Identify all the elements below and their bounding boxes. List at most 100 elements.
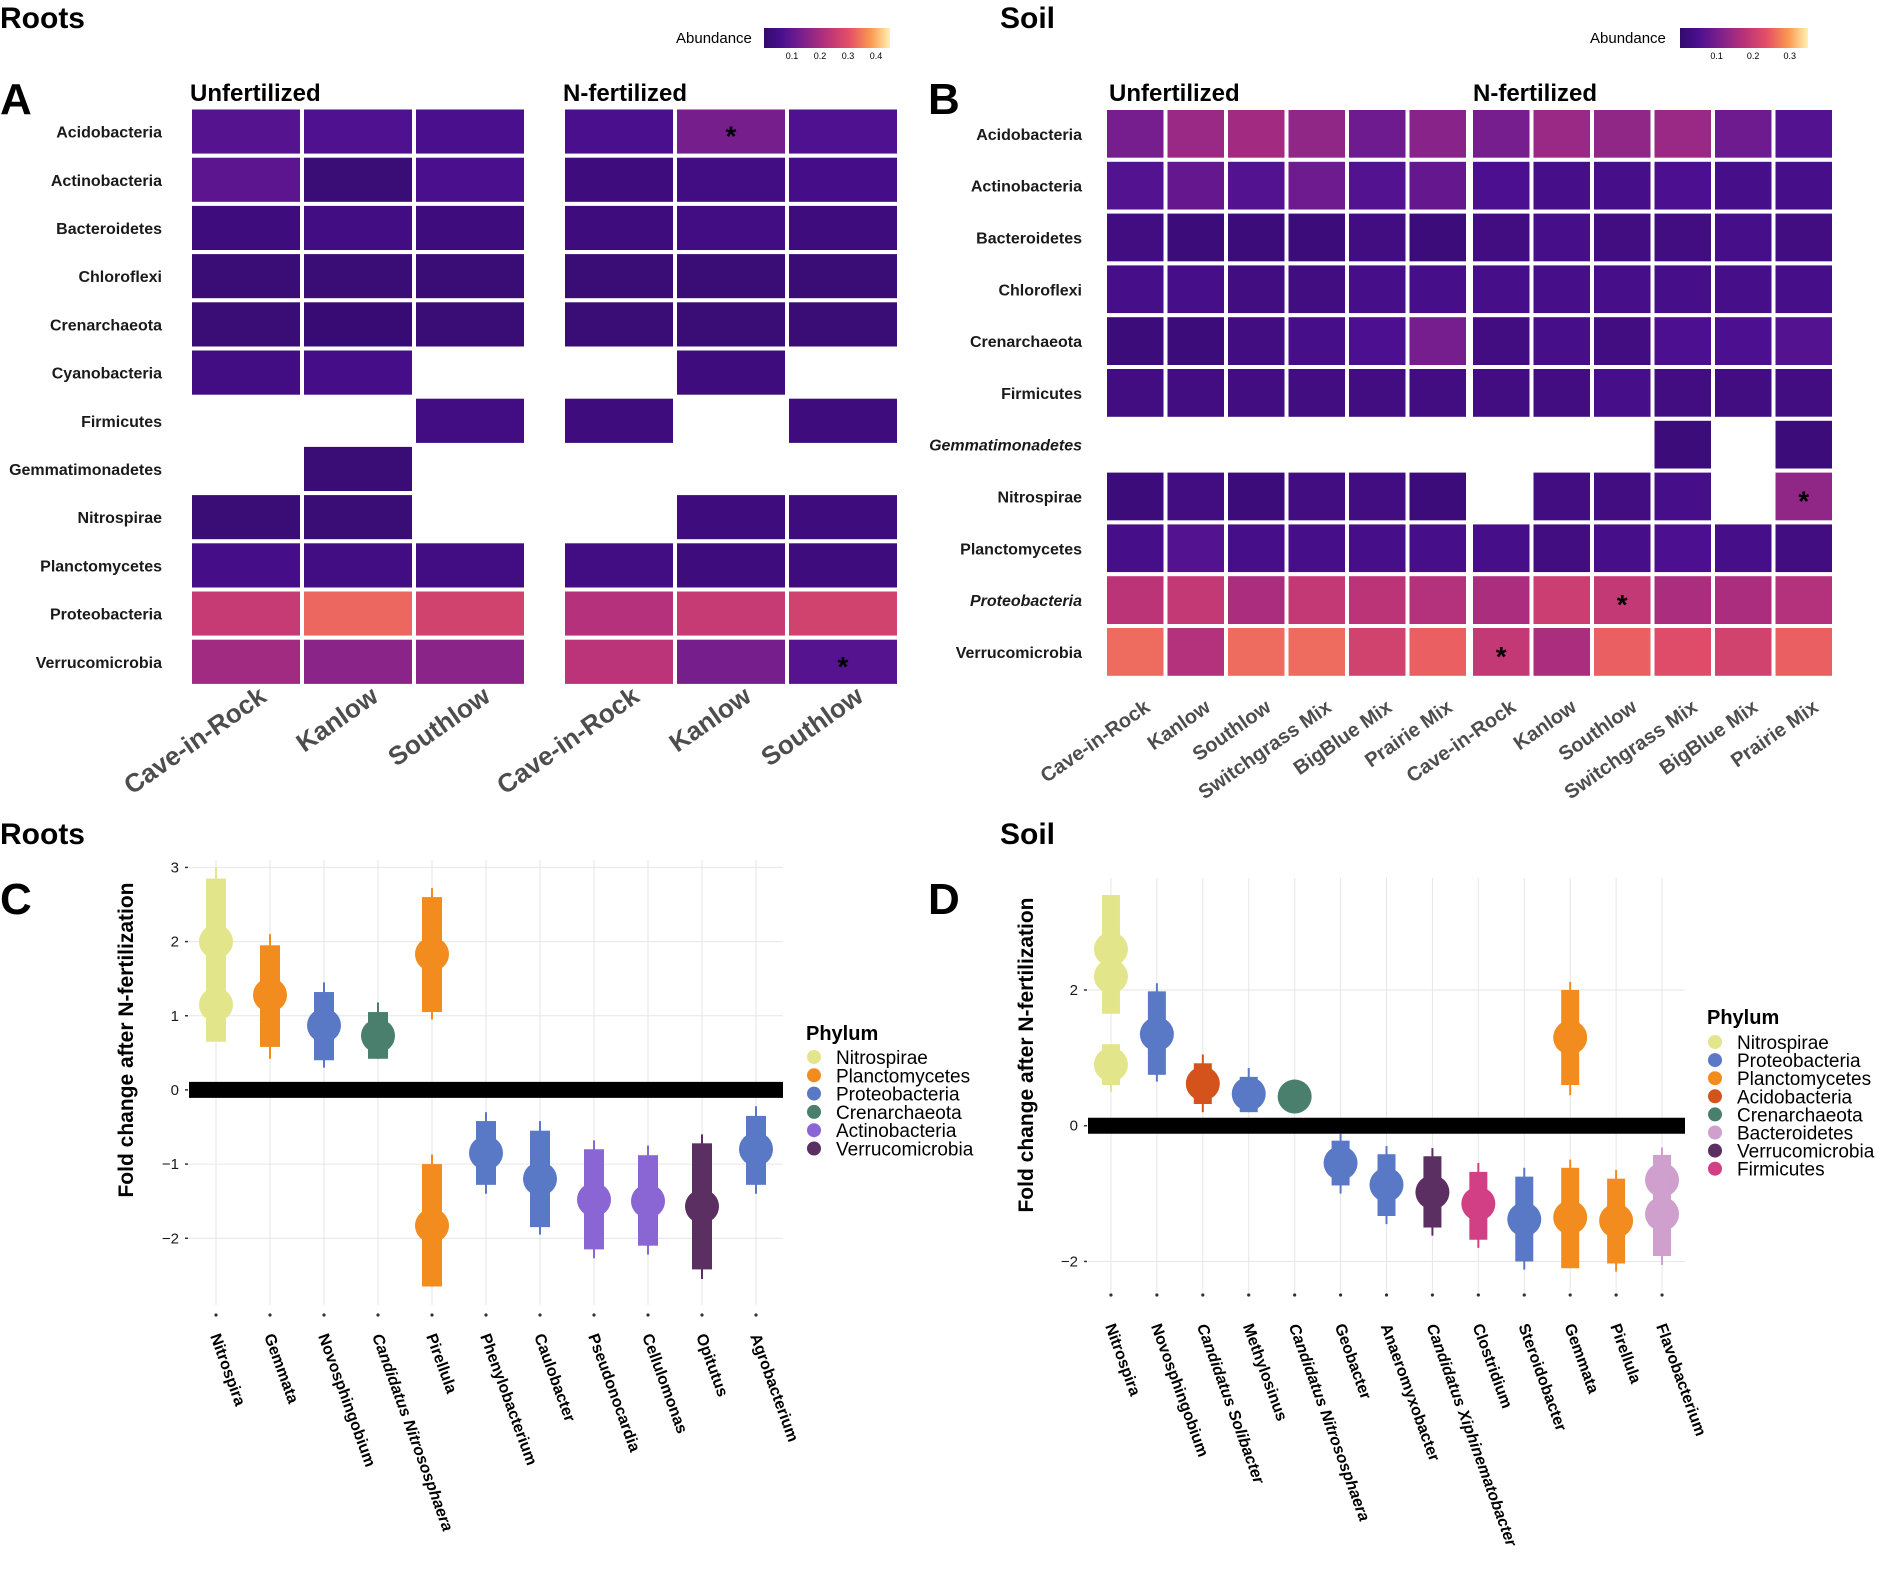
heatmap-cell-proteobacteria-cave-in-rock (188, 587, 304, 640)
heatmap-cell-nitrospirae-southlow (785, 491, 901, 544)
legend-swatch-planctomycetes (1708, 1071, 1722, 1086)
row-label-chloroflexi: Chloroflexi (998, 282, 1082, 299)
legend-item-crenarchaeota: Crenarchaeota (1737, 1105, 1863, 1126)
heatmap-cell-bacteroidetes-southlow (1590, 209, 1655, 266)
point-novosphingobium (307, 1008, 341, 1043)
x-tick (1338, 1293, 1343, 1297)
heatmap-cell-planctomycetes-bigblue-mix (1345, 520, 1410, 577)
heatmap-cell-bacteroidetes-prairie-mix (1405, 209, 1470, 266)
row-label-firmicutes: Firmicutes (81, 414, 162, 431)
heatmap-cell-proteobacteria-switchgrass-mix (1284, 572, 1349, 629)
x-tick (322, 1313, 326, 1317)
heatmap-cell-chloroflexi-cave-in-rock (188, 250, 304, 303)
heatmap-cell-planctomycetes-cave-in-rock (561, 539, 677, 592)
genus-label-candidatus-nitrososphaera: Candidatus Nitrososphaera (1285, 1322, 1372, 1524)
heatmap-cell-crenarchaeota-southlow (412, 298, 528, 351)
row-label-acidobacteria: Acidobacteria (56, 125, 162, 142)
heatmap-cell-crenarchaeota-kanlow (300, 298, 416, 351)
row-label-verrucomicrobia: Verrucomicrobia (956, 645, 1082, 662)
heatmap-cell-actinobacteria-cave-in-rock (561, 153, 677, 206)
heatmap-cell-nitrospirae-kanlow (1529, 468, 1594, 525)
heatmap-cell-firmicutes-southlow (1590, 365, 1655, 421)
heatmap-cell-bacteroidetes-switchgrass-mix (1650, 209, 1715, 266)
legend-swatch-proteobacteria (807, 1086, 821, 1101)
colorbar-tick-label: 0.2 (814, 51, 827, 61)
heatmap-cell-verrucomicrobia-kanlow (300, 635, 416, 688)
x-tick (646, 1313, 650, 1317)
point-candidatus-nitrososphaera (1277, 1079, 1312, 1114)
legend-swatch-planctomycetes (807, 1068, 821, 1083)
genus-label-agrobacterium: Agrobacterium (746, 1332, 801, 1445)
heatmap-cell-nitrospirae-southlow (1224, 468, 1289, 525)
heatmap-cell-actinobacteria-prairie-mix (1405, 157, 1470, 214)
heatmap-cell-firmicutes-bigblue-mix (1345, 365, 1410, 421)
row-label-planctomycetes: Planctomycetes (960, 541, 1082, 558)
heatmap-cell-bacteroidetes-kanlow (1163, 209, 1228, 266)
genus-label-cellulomonas: Cellulomonas (638, 1332, 690, 1436)
genus-label-pseudonocardia: Pseudonocardia (584, 1332, 643, 1455)
group-label-n-fertilized: N-fertilized (563, 80, 687, 107)
colorbar-tick-label: 0.4 (870, 51, 883, 61)
heatmap-cell-acidobacteria-kanlow (673, 105, 789, 158)
heatmap-cell-actinobacteria-southlow (785, 153, 901, 206)
heatmap-cell-firmicutes-switchgrass-mix (1650, 365, 1715, 421)
heatmap-cell-firmicutes-kanlow (1163, 365, 1228, 421)
genus-label-candidatus-xiphinematobacter: Candidatus Xiphinematobacter (1423, 1322, 1520, 1550)
heatmap-cell-verrucomicrobia-kanlow (1163, 624, 1228, 680)
x-tick (1476, 1293, 1480, 1297)
y-tick-label: 0 (1070, 1118, 1078, 1135)
point-gemmata (1553, 1200, 1588, 1235)
heatmap-cell-firmicutes-switchgrass-mix (1284, 365, 1349, 421)
heatmap-cell-bacteroidetes-bigblue-mix (1345, 209, 1410, 266)
heatmap-cell-chloroflexi-kanlow (300, 250, 416, 303)
heatmap-cell-actinobacteria-kanlow (1163, 157, 1228, 214)
heatmap-cell-proteobacteria-switchgrass-mix (1650, 572, 1715, 629)
legend-item-planctomycetes: Planctomycetes (836, 1066, 970, 1087)
heatmap-cell-crenarchaeota-bigblue-mix (1711, 313, 1776, 370)
legend-item-acidobacteria: Acidobacteria (1737, 1087, 1853, 1108)
colorbar-tick-label: 0.1 (786, 51, 799, 61)
heatmap-cell-acidobacteria-prairie-mix (1405, 106, 1470, 162)
heatmap-cell-chloroflexi-prairie-mix (1771, 261, 1836, 318)
heatmap-cell-firmicutes-cave-in-rock (1469, 365, 1534, 421)
point-caulobacter (523, 1161, 557, 1196)
y-tick-label: −2 (162, 1230, 179, 1247)
heatmap-cell-chloroflexi-kanlow (1529, 261, 1594, 318)
heatmap-cell-nitrospirae-switchgrass-mix (1284, 468, 1349, 525)
heatmap-cell-verrucomicrobia-bigblue-mix (1711, 624, 1776, 680)
row-label-nitrospirae: Nitrospirae (998, 490, 1083, 507)
heatmap-cell-planctomycetes-kanlow (1163, 520, 1228, 577)
row-label-firmicutes: Firmicutes (1001, 386, 1082, 403)
row-label-cyanobacteria: Cyanobacteria (52, 366, 162, 383)
heatmap-cell-chloroflexi-bigblue-mix (1711, 261, 1776, 318)
x-tick (1522, 1293, 1526, 1297)
point-candidatus-solibacter (1185, 1066, 1220, 1101)
significance-star: * (726, 121, 737, 152)
point-nitrospira (199, 987, 233, 1022)
heatmap-cell-acidobacteria-cave-in-rock (1469, 106, 1534, 162)
legend-swatch-nitrospirae (1708, 1035, 1722, 1049)
heatmap-cell-crenarchaeota-southlow (1590, 313, 1655, 370)
heatmap-cell-nitrospirae-southlow (1590, 468, 1655, 525)
column-label-kanlow: Kanlow (291, 680, 385, 758)
x-tick (376, 1313, 380, 1317)
heatmap-cell-planctomycetes-switchgrass-mix (1284, 520, 1349, 577)
heatmap-cell-acidobacteria-southlow (1590, 106, 1655, 162)
heatmap-cell-chloroflexi-bigblue-mix (1345, 261, 1410, 318)
heatmap-cell-actinobacteria-southlow (1590, 157, 1655, 214)
y-tick-label: 2 (1070, 982, 1078, 999)
heatmap-cell-bacteroidetes-cave-in-rock (188, 201, 304, 255)
heatmap-cell-planctomycetes-bigblue-mix (1711, 520, 1776, 577)
x-tick (268, 1313, 272, 1317)
genus-label-methylosinus: Methylosinus (1239, 1322, 1290, 1424)
heatmap-cell-firmicutes-cave-in-rock (1103, 365, 1168, 421)
heatmap-cell-cyanobacteria-kanlow (673, 346, 789, 399)
genus-label-clostridium: Clostridium (1469, 1322, 1515, 1411)
heatmap-cell-chloroflexi-southlow (785, 250, 901, 303)
heatmap-cell-verrucomicrobia-switchgrass-mix (1650, 624, 1715, 680)
heatmap-cell-firmicutes-southlow (785, 394, 901, 447)
heatmap-cell-firmicutes-cave-in-rock (561, 394, 677, 447)
heatmap-cell-planctomycetes-cave-in-rock (188, 539, 304, 592)
heatmap-cell-nitrospirae-kanlow (673, 491, 789, 544)
